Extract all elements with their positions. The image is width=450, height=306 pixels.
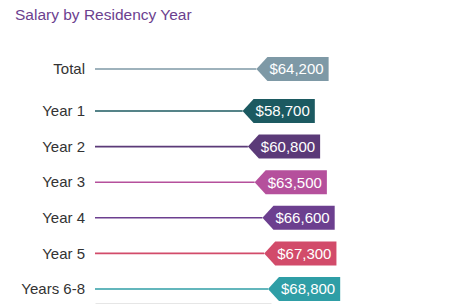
bar xyxy=(95,217,262,219)
category-label: Year 1 xyxy=(42,102,85,119)
label-tag xyxy=(248,135,320,159)
data-label: $67,300 xyxy=(277,245,331,262)
title: Salary by Residency Year xyxy=(15,6,192,23)
label-tag xyxy=(243,99,315,123)
x-axis xyxy=(96,303,272,304)
label-tag xyxy=(256,57,328,81)
bar xyxy=(95,253,264,255)
label-tag xyxy=(264,241,336,265)
marks xyxy=(95,69,268,289)
label-tag xyxy=(255,170,327,194)
bar xyxy=(95,68,256,70)
data-label: $64,200 xyxy=(269,60,323,77)
category-labels: Total Year 1 Year 2 Year 3 Year 4 Year 5 Years… xyxy=(21,60,85,297)
category-label: Year 5 xyxy=(42,245,85,262)
data-label: $68,800 xyxy=(281,280,335,297)
axis-line xyxy=(96,303,272,304)
bar xyxy=(95,288,268,290)
data-label: $60,800 xyxy=(261,138,315,155)
label-tag xyxy=(268,277,340,301)
category-label: Year 2 xyxy=(42,138,85,155)
category-label: Year 3 xyxy=(42,173,85,190)
data-labels: $64,200 $58,700 $60,800 $63,500 $66,600 $67,3… xyxy=(243,57,341,301)
bar xyxy=(95,181,255,183)
label-tag xyxy=(262,206,334,230)
data-label: $66,600 xyxy=(275,209,329,226)
chart: Salary by Residency Year Total Year 1 Year … xyxy=(0,0,450,306)
bar xyxy=(95,146,248,148)
category-label: Years 6-8 xyxy=(21,280,85,297)
data-label: $63,500 xyxy=(268,174,322,191)
bar xyxy=(95,110,243,112)
category-label: Year 4 xyxy=(42,209,85,226)
data-label: $58,700 xyxy=(256,102,310,119)
category-label: Total xyxy=(53,60,85,77)
